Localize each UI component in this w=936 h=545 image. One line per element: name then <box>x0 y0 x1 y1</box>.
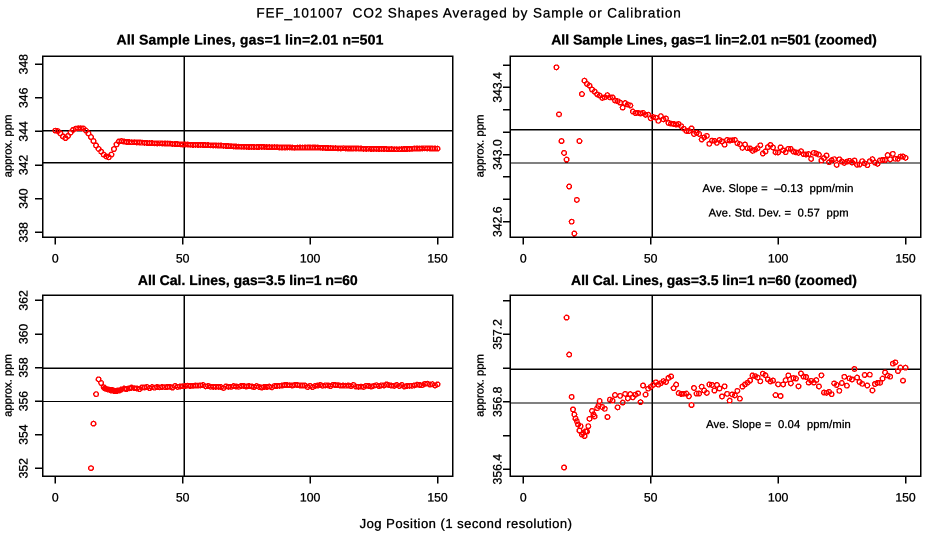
svg-text:All Sample Lines, gas=1 lin=2.: All Sample Lines, gas=1 lin=2.01 n=501 (… <box>551 31 877 47</box>
svg-text:100: 100 <box>768 491 789 505</box>
svg-text:50: 50 <box>644 491 658 505</box>
svg-text:All Cal. Lines, gas=3.5 lin=1: All Cal. Lines, gas=3.5 lin=1 n=60 (zoom… <box>571 272 857 288</box>
svg-text:342: 342 <box>16 155 30 176</box>
svg-text:346: 346 <box>16 87 30 108</box>
svg-text:354: 354 <box>16 424 30 445</box>
svg-text:338: 338 <box>16 222 30 243</box>
svg-text:343.4: 343.4 <box>491 72 505 103</box>
svg-text:100: 100 <box>300 491 321 505</box>
svg-text:0: 0 <box>520 491 527 505</box>
svg-text:FEF_101007 CO2 Shapes Average: FEF_101007 CO2 Shapes Averaged by Sample… <box>256 5 681 20</box>
svg-text:approx. ppm: approx. ppm <box>475 354 487 417</box>
svg-text:approx. ppm: approx. ppm <box>3 354 15 417</box>
svg-text:All Cal. Lines, gas=3.5 lin=1: All Cal. Lines, gas=3.5 lin=1 n=60 <box>138 272 358 288</box>
svg-text:342.6: 342.6 <box>491 206 505 237</box>
svg-text:100: 100 <box>300 252 321 266</box>
svg-text:Ave. Slope = –0.13 ppm/min: Ave. Slope = –0.13 ppm/min <box>702 183 853 195</box>
svg-text:0: 0 <box>52 491 59 505</box>
svg-text:357.2: 357.2 <box>491 319 505 350</box>
svg-text:356.8: 356.8 <box>491 386 505 417</box>
svg-text:150: 150 <box>895 491 916 505</box>
svg-text:150: 150 <box>895 252 916 266</box>
svg-text:344: 344 <box>16 121 30 142</box>
svg-text:Ave. Slope = 0.04 ppm/min: Ave. Slope = 0.04 ppm/min <box>706 419 851 431</box>
svg-text:50: 50 <box>176 252 190 266</box>
svg-text:358: 358 <box>16 357 30 378</box>
svg-text:Ave. Std. Dev. = 0.57 ppm: Ave. Std. Dev. = 0.57 ppm <box>709 207 849 219</box>
svg-text:0: 0 <box>52 252 59 266</box>
svg-text:352: 352 <box>16 458 30 479</box>
svg-text:approx. ppm: approx. ppm <box>475 115 487 178</box>
svg-text:150: 150 <box>427 491 448 505</box>
svg-text:343.0: 343.0 <box>491 139 505 170</box>
svg-text:0: 0 <box>520 252 527 266</box>
svg-text:Jog Position (1 second resolut: Jog Position (1 second resolution) <box>360 516 573 531</box>
svg-text:100: 100 <box>768 252 789 266</box>
svg-text:All Sample Lines, gas=1 lin=2.: All Sample Lines, gas=1 lin=2.01 n=501 <box>116 31 383 47</box>
svg-text:340: 340 <box>16 188 30 209</box>
svg-text:356.4: 356.4 <box>491 454 505 485</box>
svg-text:348: 348 <box>16 54 30 75</box>
svg-text:360: 360 <box>16 324 30 345</box>
svg-text:approx. ppm: approx. ppm <box>3 115 15 178</box>
svg-text:150: 150 <box>427 252 448 266</box>
svg-text:356: 356 <box>16 391 30 412</box>
svg-text:362: 362 <box>16 290 30 311</box>
svg-text:50: 50 <box>644 252 658 266</box>
svg-text:50: 50 <box>176 491 190 505</box>
